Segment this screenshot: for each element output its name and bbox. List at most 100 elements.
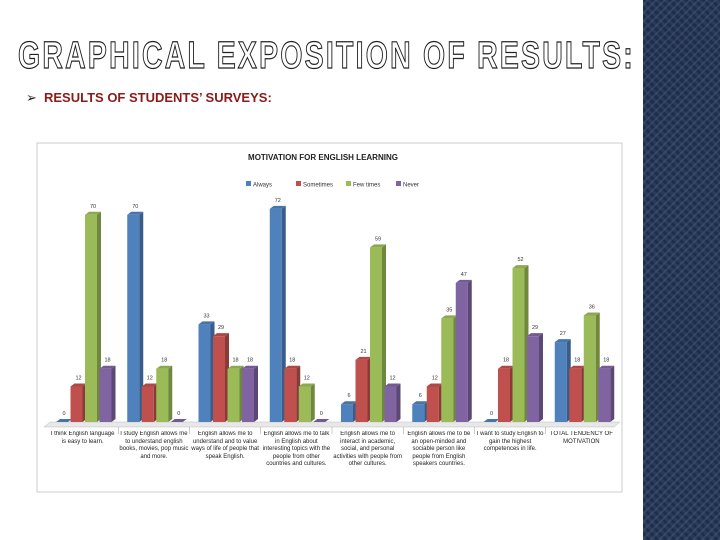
category-box: English allows me to be an open-minded a… [407, 431, 471, 467]
value-label: 0 [177, 411, 180, 417]
bar [512, 268, 525, 422]
bar-top [455, 279, 472, 283]
chart-title: MOTIVATION FOR ENGLISH LEARNING [248, 153, 398, 162]
value-label: 29 [218, 325, 224, 331]
value-label: 18 [247, 358, 253, 364]
bar-side [281, 205, 286, 422]
value-label: 27 [560, 331, 566, 337]
legend-swatch [346, 181, 351, 186]
value-label: 70 [132, 204, 138, 210]
x-tick-label: English allows me to understand and to v… [191, 431, 259, 460]
bar [85, 214, 97, 422]
bar [213, 336, 225, 422]
value-label: 12 [389, 375, 395, 381]
bar-top [56, 419, 72, 422]
side-band [643, 0, 720, 540]
bar [370, 247, 382, 422]
category-box: English allows me to understand and to v… [191, 431, 259, 460]
bar-top [269, 205, 286, 209]
bar [583, 315, 596, 422]
bar-top [583, 312, 600, 316]
value-label: 6 [419, 393, 422, 399]
bar [284, 368, 297, 422]
bar-top [527, 333, 543, 337]
bar [355, 359, 368, 422]
bar [127, 214, 140, 422]
value-label: 36 [589, 304, 595, 310]
bar [412, 404, 425, 422]
category-box: I want to study English to gain the high… [476, 431, 544, 452]
legend-swatch [296, 181, 301, 186]
value-label: 18 [603, 358, 609, 364]
bar-top [483, 419, 500, 422]
value-label: 12 [75, 375, 81, 381]
bar [455, 282, 468, 422]
bar-top [498, 365, 514, 369]
bar-side [610, 365, 615, 422]
value-label: 47 [461, 272, 467, 278]
bar-side [111, 365, 116, 422]
slide-canvas: GRAPHICAL EXPOSITION OF RESULTS: ➢ RESUL… [17, 34, 633, 493]
x-tick-label: English allows me to talk in English abo… [262, 431, 331, 467]
value-label: 0 [490, 411, 493, 417]
bar [99, 368, 112, 422]
bar-top [99, 365, 116, 369]
legend-swatch [396, 181, 401, 186]
bar-top [213, 333, 229, 337]
bar [156, 368, 169, 422]
bar-side [539, 333, 543, 422]
legend-label: Always [253, 183, 272, 189]
x-tick-label: I want to study English to gain the high… [476, 431, 544, 452]
bar-top [170, 419, 187, 422]
bar [242, 368, 254, 422]
value-label: 12 [304, 375, 310, 381]
value-label: 72 [275, 198, 281, 204]
value-label: 12 [432, 375, 438, 381]
value-label: 21 [360, 349, 366, 355]
value-label: 6 [347, 393, 350, 399]
bar-top [70, 383, 87, 387]
value-label: 18 [161, 358, 167, 364]
bar-top [412, 401, 429, 405]
bar-top [426, 383, 443, 387]
bar-top [198, 321, 215, 325]
bar [527, 336, 539, 422]
side-band-pattern [643, 0, 720, 540]
chart: MOTIVATION FOR ENGLISH LEARNING Always So… [43, 153, 621, 467]
bar-side [467, 279, 472, 422]
value-label: 52 [517, 257, 523, 263]
bar [426, 386, 439, 422]
bar-side [168, 365, 173, 422]
value-label: 18 [232, 358, 238, 364]
value-label: 29 [532, 325, 538, 331]
bar-side [139, 211, 144, 422]
slide-subtitle: RESULTS OF STUDENTS’ SURVEYS: [44, 90, 272, 105]
value-label: 18 [104, 358, 110, 364]
plot-floor [43, 421, 621, 428]
category-box: I think English language is easy to lear… [50, 431, 115, 445]
x-tick-label: English allows me to be an open-minded a… [407, 431, 471, 467]
value-label: 35 [446, 307, 452, 313]
legend-swatch [246, 181, 251, 186]
value-label: 33 [203, 313, 209, 319]
x-tick-label: English allows me to interact in academi… [333, 431, 402, 467]
bar [198, 324, 211, 422]
bar [498, 368, 510, 422]
bar-top [569, 365, 586, 369]
category-box: TOTAL TENDENCY OF MOTIVATION [550, 431, 613, 445]
category-box: I study English allows me to understand … [119, 431, 189, 460]
bar [441, 318, 454, 422]
bar [227, 368, 240, 422]
value-label: 18 [503, 358, 509, 364]
bar-top [141, 383, 158, 387]
bar-side [310, 383, 315, 422]
bar [598, 368, 611, 422]
bar-top [355, 356, 372, 360]
bar-top [384, 383, 401, 387]
x-tick-label: I think English language is easy to lear… [50, 431, 115, 445]
value-label: 12 [147, 375, 153, 381]
bar-top [370, 244, 386, 248]
bar [569, 368, 582, 422]
bar-top [512, 265, 529, 269]
x-tick-label: I study English allows me to understand … [119, 431, 189, 460]
